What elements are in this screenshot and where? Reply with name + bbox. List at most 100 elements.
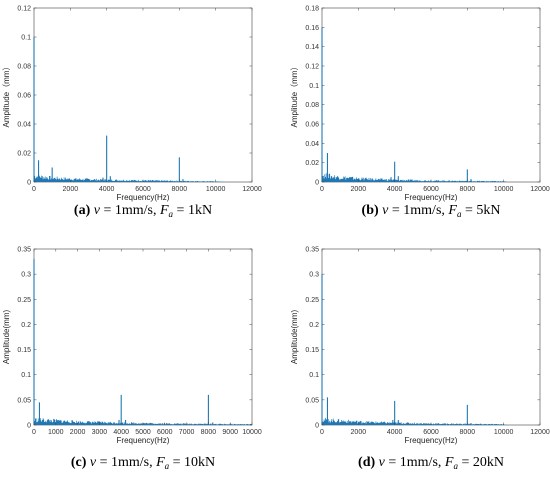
x-tick-label: 3000 bbox=[92, 429, 108, 436]
x-tick-label: 8000 bbox=[460, 429, 476, 436]
y-tick-label: 0.1 bbox=[309, 83, 319, 90]
y-axis-label: Amplitude(mm) bbox=[2, 310, 11, 365]
x-tick-label: 6000 bbox=[423, 429, 439, 436]
y-tick-label: 0.1 bbox=[309, 372, 319, 379]
y-tick-label: 0.25 bbox=[305, 297, 319, 304]
x-tick-label: 4000 bbox=[387, 429, 403, 436]
x-tick-label: 6000 bbox=[135, 186, 151, 193]
spectrum-floor bbox=[321, 173, 508, 182]
x-tick-label: 12000 bbox=[242, 186, 262, 193]
x-axis-label: Frequency(Hz) bbox=[405, 193, 458, 202]
y-tick-label: 0.3 bbox=[309, 272, 319, 279]
plot-frame bbox=[33, 7, 253, 183]
y-tick-label: 0 bbox=[27, 423, 31, 430]
x-tick-label: 8000 bbox=[201, 429, 217, 436]
x-tick-label: 12000 bbox=[530, 429, 550, 436]
plot-frame bbox=[321, 248, 541, 426]
caption-force-symbol: F bbox=[444, 455, 454, 470]
x-axis-label: Frequency(Hz) bbox=[405, 436, 458, 445]
panel-caption: (c) v = 1mm/s, Fa = 10kN bbox=[71, 455, 215, 471]
y-tick-label: 0.2 bbox=[21, 322, 31, 329]
y-tick-label: 0.06 bbox=[305, 122, 319, 129]
x-tick-label: 8000 bbox=[460, 186, 476, 193]
plot-frame bbox=[321, 7, 541, 183]
caption-force-symbol: F bbox=[155, 455, 165, 470]
caption-force-subscript: a bbox=[169, 209, 174, 219]
caption-force-value: = 20kN bbox=[458, 455, 504, 470]
x-tick-label: 2000 bbox=[70, 429, 86, 436]
caption-velocity-symbol: v bbox=[379, 455, 386, 470]
y-tick-label: 0.15 bbox=[17, 347, 31, 354]
y-tick-label: 0.12 bbox=[17, 6, 31, 13]
y-tick-label: 0.02 bbox=[17, 151, 31, 158]
chart-panel-a: 0 2000 4000 6000 8000 10000 12000 0 0.02 0.04 0.06… bbox=[2, 6, 262, 220]
x-tick-label: 5000 bbox=[135, 429, 151, 436]
x-tick-label: 7000 bbox=[179, 429, 195, 436]
x-tick-label: 4000 bbox=[387, 186, 403, 193]
caption-force-value: = 1kN bbox=[173, 203, 212, 218]
chart-panel-c: 0 1000 2000 3000 4000 5000 6000 7000 8000 9000 100… bbox=[2, 247, 262, 472]
caption-velocity-value: = 1mm/s, bbox=[100, 203, 160, 218]
y-tick-label: 0 bbox=[315, 423, 319, 430]
caption-velocity-value: = 1mm/s, bbox=[385, 455, 445, 470]
x-tick-label: 4000 bbox=[99, 186, 115, 193]
caption-velocity-value: = 1mm/s, bbox=[96, 455, 156, 470]
x-tick-label: 0 bbox=[32, 429, 36, 436]
x-tick-label: 9000 bbox=[222, 429, 238, 436]
y-tick-label: 0.08 bbox=[305, 102, 319, 109]
x-tick-label: 10000 bbox=[206, 186, 226, 193]
x-axis-label: Frequency(Hz) bbox=[117, 436, 170, 445]
y-tick-label: 0.3 bbox=[21, 272, 31, 279]
x-tick-label: 0 bbox=[32, 186, 36, 193]
x-tick-label: 6000 bbox=[423, 186, 439, 193]
y-tick-label: 0.04 bbox=[17, 122, 31, 129]
y-tick-label: 0.2 bbox=[309, 322, 319, 329]
caption-force-symbol: F bbox=[159, 203, 169, 218]
caption-force-subscript: a bbox=[457, 209, 462, 219]
x-tick-label: 4000 bbox=[113, 429, 129, 436]
caption-force-value: = 5kN bbox=[461, 203, 500, 218]
y-tick-label: 0.14 bbox=[305, 44, 319, 51]
y-tick-label: 0 bbox=[315, 180, 319, 187]
y-tick-label: 0.35 bbox=[17, 247, 31, 254]
x-axis-label: Frequency(Hz) bbox=[117, 193, 170, 202]
y-tick-label: 0.08 bbox=[17, 64, 31, 71]
y-axis-label: Amplitude(mm) bbox=[290, 310, 299, 365]
x-tick-label: 2000 bbox=[351, 429, 367, 436]
y-tick-label: 0.1 bbox=[21, 35, 31, 42]
y-axis-label: Amplitude（mm） bbox=[2, 63, 11, 128]
caption-velocity-symbol: v bbox=[382, 203, 389, 218]
y-tick-label: 0.05 bbox=[305, 397, 319, 404]
x-tick-label: 0 bbox=[320, 186, 324, 193]
caption-velocity-value: = 1mm/s, bbox=[388, 203, 448, 218]
y-tick-label: 0.12 bbox=[305, 64, 319, 71]
chart-panel-b: 0 2000 4000 6000 8000 10000 12000 0 0.02 0.04 0.06… bbox=[290, 6, 550, 220]
spectrum-floor bbox=[33, 174, 225, 182]
plot-frame bbox=[33, 248, 253, 426]
spectrum-floor bbox=[321, 417, 508, 425]
x-tick-label: 6000 bbox=[157, 429, 173, 436]
x-tick-label: 10000 bbox=[494, 186, 514, 193]
caption-letter: (b) bbox=[362, 203, 383, 218]
y-tick-label: 0.05 bbox=[17, 397, 31, 404]
caption-letter: (a) bbox=[74, 203, 94, 218]
x-tick-label: 1000 bbox=[48, 429, 64, 436]
caption-force-symbol: F bbox=[447, 203, 457, 218]
y-tick-label: 0.02 bbox=[305, 160, 319, 167]
y-tick-label: 0.35 bbox=[305, 247, 319, 254]
y-tick-label: 0.04 bbox=[305, 141, 319, 148]
y-tick-label: 0.06 bbox=[17, 93, 31, 100]
caption-force-subscript: a bbox=[453, 461, 458, 471]
x-tick-label: 12000 bbox=[530, 186, 550, 193]
x-tick-label: 2000 bbox=[351, 186, 367, 193]
caption-force-value: = 10kN bbox=[169, 455, 215, 470]
x-tick-label: 2000 bbox=[63, 186, 79, 193]
y-tick-label: 0.25 bbox=[17, 297, 31, 304]
caption-letter: (d) bbox=[358, 455, 379, 470]
caption-velocity-symbol: v bbox=[94, 203, 101, 218]
panel-caption: (a) v = 1mm/s, Fa = 1kN bbox=[74, 203, 212, 219]
x-tick-label: 10000 bbox=[494, 429, 514, 436]
caption-letter: (c) bbox=[71, 455, 90, 470]
chart-panel-d: 0 2000 4000 6000 8000 10000 12000 0 0.05 0.1 0.15 0… bbox=[290, 247, 550, 472]
